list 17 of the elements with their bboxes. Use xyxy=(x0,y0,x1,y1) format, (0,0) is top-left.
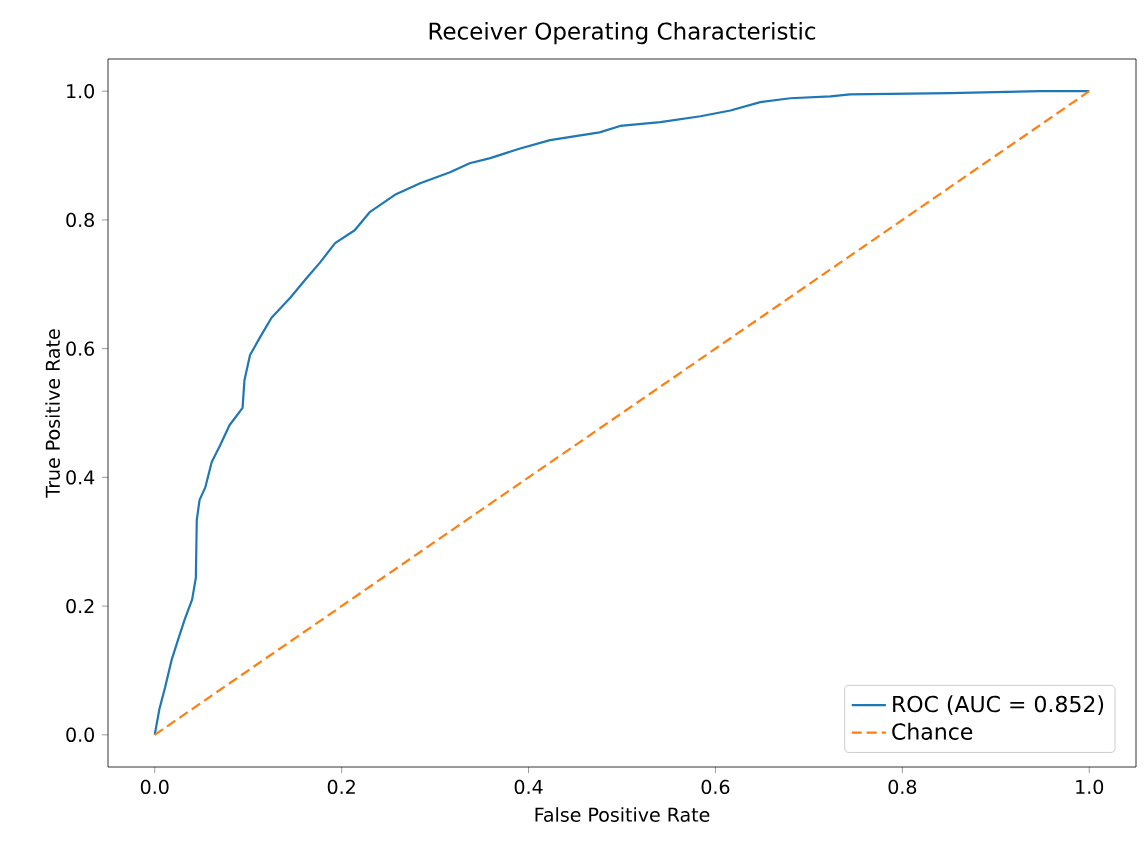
y-tick-label: 0.8 xyxy=(66,212,94,228)
y-tick-label: 0.2 xyxy=(66,598,94,614)
x-tick-label: 0.2 xyxy=(327,779,355,795)
y-tick-label: 0.0 xyxy=(66,727,94,743)
chart-title: Receiver Operating Characteristic xyxy=(429,22,816,45)
x-tick-label: 0.0 xyxy=(140,779,169,795)
x-axis-title: False Positive Rate xyxy=(535,807,710,822)
y-tick-label: 1.0 xyxy=(67,83,94,99)
x-tick-label: 0.4 xyxy=(514,779,543,795)
y-tick-label: 0.4 xyxy=(66,470,95,485)
y-tick-label: 0.6 xyxy=(66,341,95,356)
x-tick-label: 0.8 xyxy=(888,779,917,795)
legend-label: Chance xyxy=(892,722,973,740)
legend-label: ROC (AUC = 0.852) xyxy=(893,695,1104,715)
x-tick-label: 0.6 xyxy=(701,779,730,795)
y-axis-title: True Positive Rate xyxy=(45,329,60,498)
x-tick-label: 1.0 xyxy=(1076,779,1104,795)
